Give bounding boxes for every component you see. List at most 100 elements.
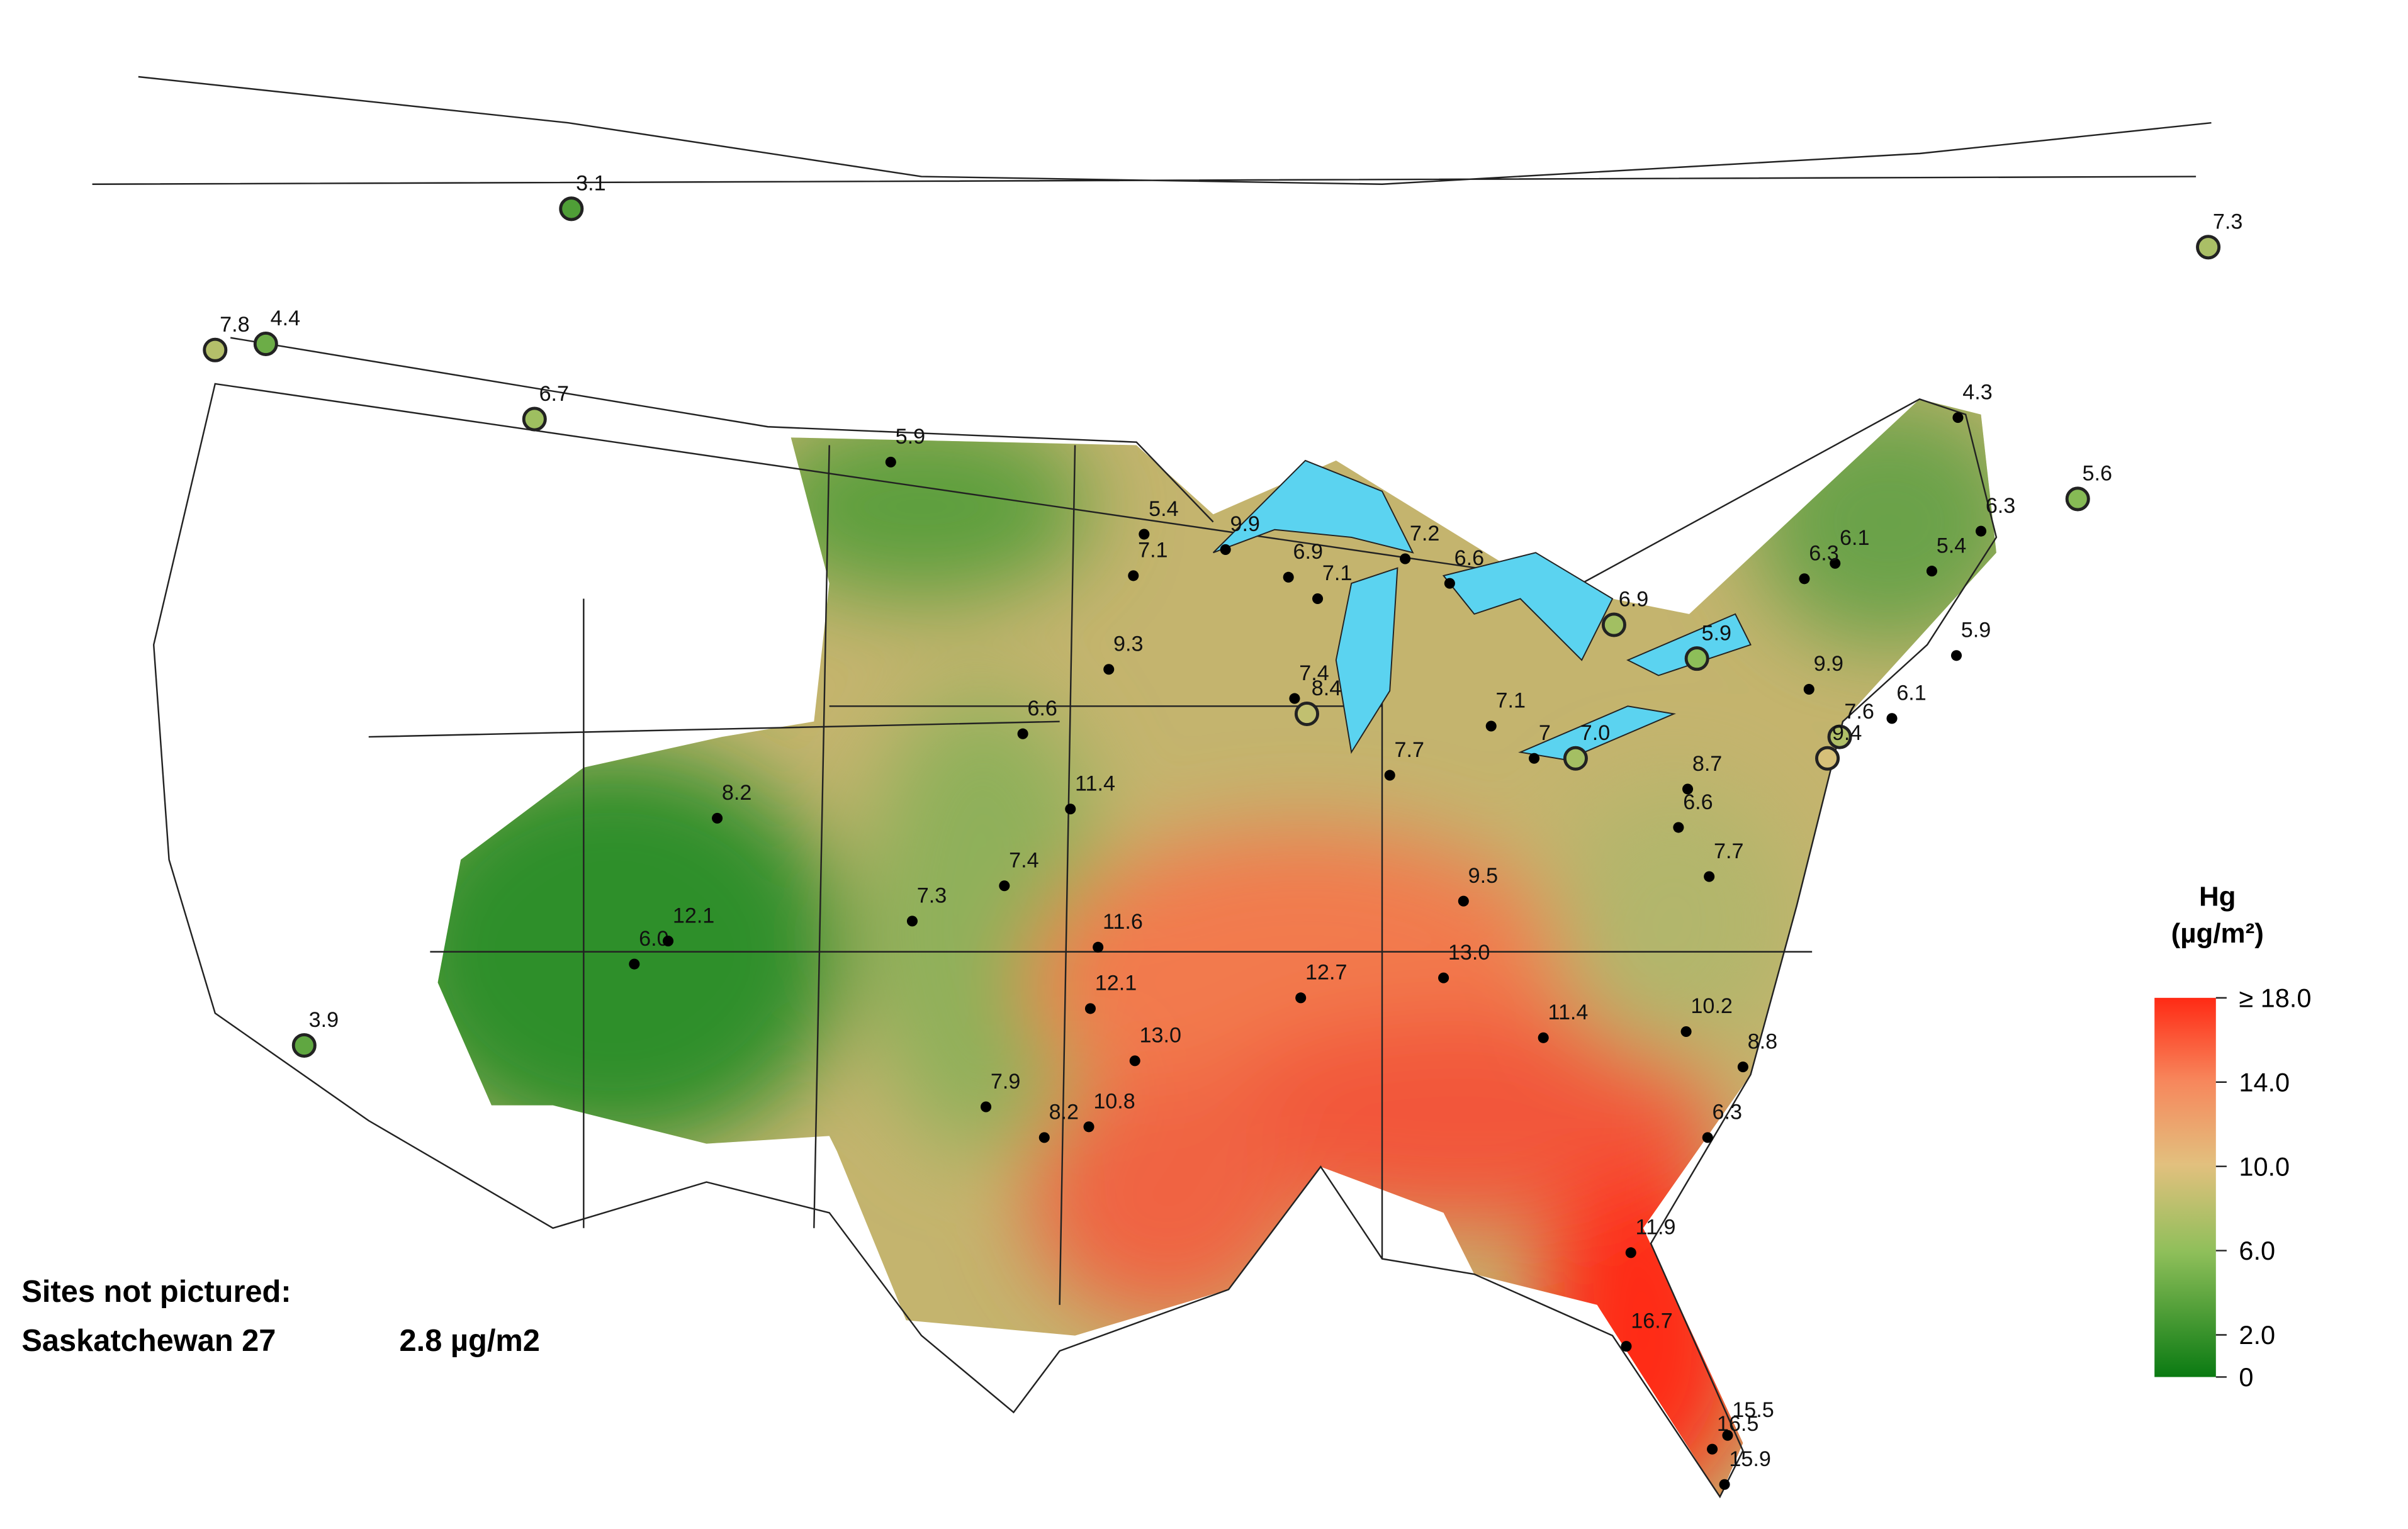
site-marker bbox=[1289, 693, 1300, 704]
site-label: 7.1 bbox=[1496, 689, 1526, 713]
site-label: 7 bbox=[1539, 721, 1551, 745]
site-marker bbox=[1084, 1003, 1096, 1014]
site-label: 6.6 bbox=[1454, 546, 1484, 570]
site-label: 11.9 bbox=[1636, 1216, 1676, 1240]
site-marker bbox=[1128, 570, 1139, 581]
site-label: 6.7 bbox=[539, 382, 569, 406]
site-marker bbox=[559, 196, 584, 221]
site-marker bbox=[1017, 728, 1028, 739]
site-marker bbox=[1673, 822, 1684, 833]
site-marker bbox=[1444, 578, 1455, 589]
site-label: 6.3 bbox=[1986, 494, 2015, 518]
site-marker bbox=[1538, 1032, 1549, 1043]
site-label: 7.1 bbox=[1138, 539, 1167, 563]
site-label: 7.4 bbox=[1009, 848, 1038, 872]
site-marker bbox=[1684, 646, 1709, 671]
site-marker bbox=[1830, 557, 1841, 569]
site-label: 5.6 bbox=[2083, 462, 2112, 486]
site-label: 10.2 bbox=[1691, 994, 1732, 1018]
site-marker bbox=[1621, 1341, 1632, 1352]
site-label: 12.1 bbox=[673, 904, 714, 927]
legend-tick-label: ≥ 18.0 bbox=[2239, 983, 2311, 1012]
site-label: 12.1 bbox=[1095, 972, 1137, 995]
site-marker bbox=[1563, 746, 1588, 771]
site-marker bbox=[1529, 753, 1540, 764]
site-label: 8.7 bbox=[1692, 752, 1722, 776]
site-marker bbox=[629, 958, 640, 970]
site-marker bbox=[885, 456, 896, 468]
site-marker bbox=[906, 916, 918, 927]
site-marker bbox=[999, 880, 1010, 892]
site-marker bbox=[1952, 412, 1964, 423]
site-label: 7.3 bbox=[2213, 210, 2242, 234]
site-label: 7.8 bbox=[220, 313, 249, 337]
site-marker bbox=[1220, 544, 1231, 555]
site-label: 3.9 bbox=[309, 1008, 339, 1032]
site-marker bbox=[203, 337, 228, 362]
site-label: 6.9 bbox=[1619, 588, 1648, 612]
site-marker bbox=[1680, 1026, 1692, 1038]
site-label: 11.6 bbox=[1103, 910, 1143, 934]
site-marker bbox=[1799, 573, 1810, 585]
site-label: 5.4 bbox=[1937, 534, 1966, 557]
site-marker bbox=[712, 812, 723, 824]
site-label: 13.0 bbox=[1448, 941, 1490, 965]
sites: 3.17.8 4.46.73.97.35.65.95.47.19.96.97.17… bbox=[203, 172, 2242, 1490]
site-label: 7.2 bbox=[1410, 522, 1439, 546]
site-marker bbox=[291, 1033, 317, 1058]
site-label: 6.1 bbox=[1840, 526, 1869, 550]
legend-tick-label: 10.0 bbox=[2239, 1151, 2290, 1181]
site-label: 15.9 bbox=[1729, 1447, 1770, 1471]
site-label: 10.8 bbox=[1093, 1090, 1135, 1114]
site-label: 9.9 bbox=[1230, 512, 1259, 536]
site-label: 8.4 bbox=[1312, 676, 1341, 700]
site-marker bbox=[662, 936, 674, 947]
site-marker bbox=[1815, 746, 1840, 771]
site-label: 13.0 bbox=[1140, 1024, 1181, 1048]
site-marker bbox=[1707, 1443, 1718, 1455]
site-label: 5.9 bbox=[1701, 621, 1731, 645]
site-marker bbox=[1950, 650, 1962, 661]
site-marker bbox=[1129, 1055, 1140, 1067]
legend-title: Hg bbox=[2199, 881, 2236, 912]
site-marker bbox=[1458, 895, 1469, 907]
site-label: 7.6 bbox=[1844, 700, 1874, 724]
site-marker bbox=[981, 1101, 992, 1112]
site-label: 5.9 bbox=[896, 425, 925, 449]
site-label: 4.3 bbox=[1962, 380, 1992, 404]
site-label: 11.4 bbox=[1075, 771, 1115, 795]
site-marker bbox=[1601, 612, 1626, 637]
site-label: 9.5 bbox=[1468, 864, 1498, 888]
site-label: 6.3 bbox=[1809, 542, 1838, 566]
site-label: 7.7 bbox=[1714, 839, 1743, 863]
site-marker bbox=[1886, 713, 1898, 724]
legend-bar bbox=[2154, 997, 2216, 1377]
site-marker bbox=[2065, 486, 2090, 512]
legend: Hg (µg/m²) ≥ 18.0 14.0 10.0 6.0 2.0 0 bbox=[2154, 881, 2311, 1392]
site-marker bbox=[1283, 571, 1294, 583]
site-marker bbox=[1312, 593, 1324, 605]
note-site: Saskatchewan 27 bbox=[21, 1324, 276, 1358]
site-label: 12.7 bbox=[1305, 961, 1347, 985]
site-marker bbox=[1926, 566, 1937, 577]
site-label: 4.4 bbox=[271, 306, 300, 330]
legend-unit: (µg/m²) bbox=[2171, 918, 2264, 949]
boundaries bbox=[92, 76, 2212, 1499]
site-marker bbox=[1722, 1430, 1733, 1441]
site-label: 9.9 bbox=[1814, 652, 1843, 676]
site-label: 16.7 bbox=[1631, 1309, 1672, 1333]
site-marker bbox=[1400, 553, 1411, 564]
site-marker bbox=[1485, 720, 1497, 732]
site-label: 6.9 bbox=[1293, 540, 1323, 564]
site-marker bbox=[1719, 1479, 1730, 1490]
site-label: 11.4 bbox=[1548, 1000, 1589, 1024]
site-marker bbox=[1827, 724, 1852, 749]
site-label: 7.3 bbox=[917, 884, 947, 908]
site-label: 7.7 bbox=[1395, 738, 1424, 762]
site-label: 9.3 bbox=[1113, 632, 1143, 656]
site-marker bbox=[1975, 525, 1987, 537]
site-label: 6.6 bbox=[1683, 790, 1713, 814]
site-marker bbox=[1682, 783, 1694, 795]
site-marker bbox=[1295, 992, 1307, 1004]
